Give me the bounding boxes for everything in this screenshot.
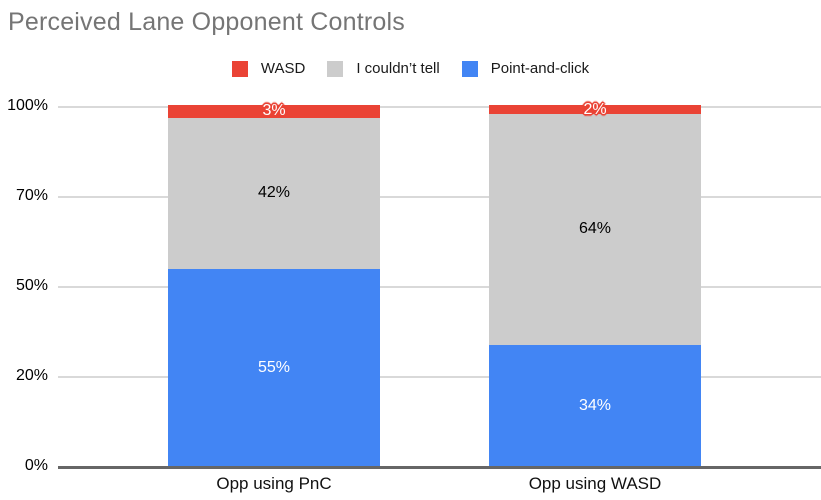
chart-title: Perceived Lane Opponent Controls bbox=[8, 8, 405, 36]
legend-item-label: WASD bbox=[260, 60, 306, 77]
bar-segment-point-and-click bbox=[168, 269, 380, 467]
bar-opp-using-pnc: 55% 42% 3% bbox=[168, 0, 380, 467]
legend-swatch-icon bbox=[231, 60, 248, 77]
legend-item-wasd: WASD bbox=[231, 60, 306, 77]
gridline bbox=[58, 286, 821, 288]
y-axis-tick-label: 20% bbox=[15, 367, 48, 384]
y-axis-tick-label: 100% bbox=[7, 97, 48, 114]
bar-segment-i-couldn-t-tell bbox=[168, 117, 380, 269]
gridline bbox=[58, 106, 821, 108]
legend-item-point-and-click: Point-and-click bbox=[461, 60, 590, 77]
legend-swatch-icon bbox=[327, 60, 344, 77]
bar-segment-wasd bbox=[168, 105, 380, 118]
legend-item-label: Point-and-click bbox=[490, 60, 590, 77]
x-axis-category-label: Opp using WASD bbox=[528, 474, 662, 493]
y-axis-tick-label: 70% bbox=[15, 187, 48, 204]
x-axis-baseline bbox=[58, 465, 821, 469]
bar-segment-wasd bbox=[489, 105, 701, 115]
bar-segment-i-couldn-t-tell bbox=[489, 114, 701, 345]
bar-segment-value-label: 55% bbox=[257, 359, 291, 376]
legend-item-label: I couldn’t tell bbox=[356, 60, 440, 77]
legend-swatch-icon bbox=[461, 60, 478, 77]
bar-segment-value-label: 3% bbox=[262, 102, 286, 120]
bar-segment-value-label: 42% bbox=[257, 184, 291, 202]
chart-legend: WASD I couldn’t tell Point-and-click bbox=[0, 60, 821, 77]
bar-segment-point-and-click bbox=[489, 344, 701, 467]
bar-segment-value-label: 64% bbox=[578, 220, 612, 238]
x-axis-category-label: Opp using PnC bbox=[216, 474, 332, 493]
bar-segment-value-label: 34% bbox=[578, 396, 612, 414]
gridline bbox=[58, 376, 821, 378]
bar-opp-using-wasd: 34% 64% 2% bbox=[489, 0, 701, 467]
y-axis-tick-label: 0% bbox=[24, 457, 48, 474]
gridline bbox=[58, 196, 821, 198]
y-axis-tick-label: 50% bbox=[15, 277, 48, 294]
legend-item-i-couldn-t-tell: I couldn’t tell bbox=[327, 60, 440, 77]
bar-segment-value-label: 2% bbox=[583, 100, 607, 118]
